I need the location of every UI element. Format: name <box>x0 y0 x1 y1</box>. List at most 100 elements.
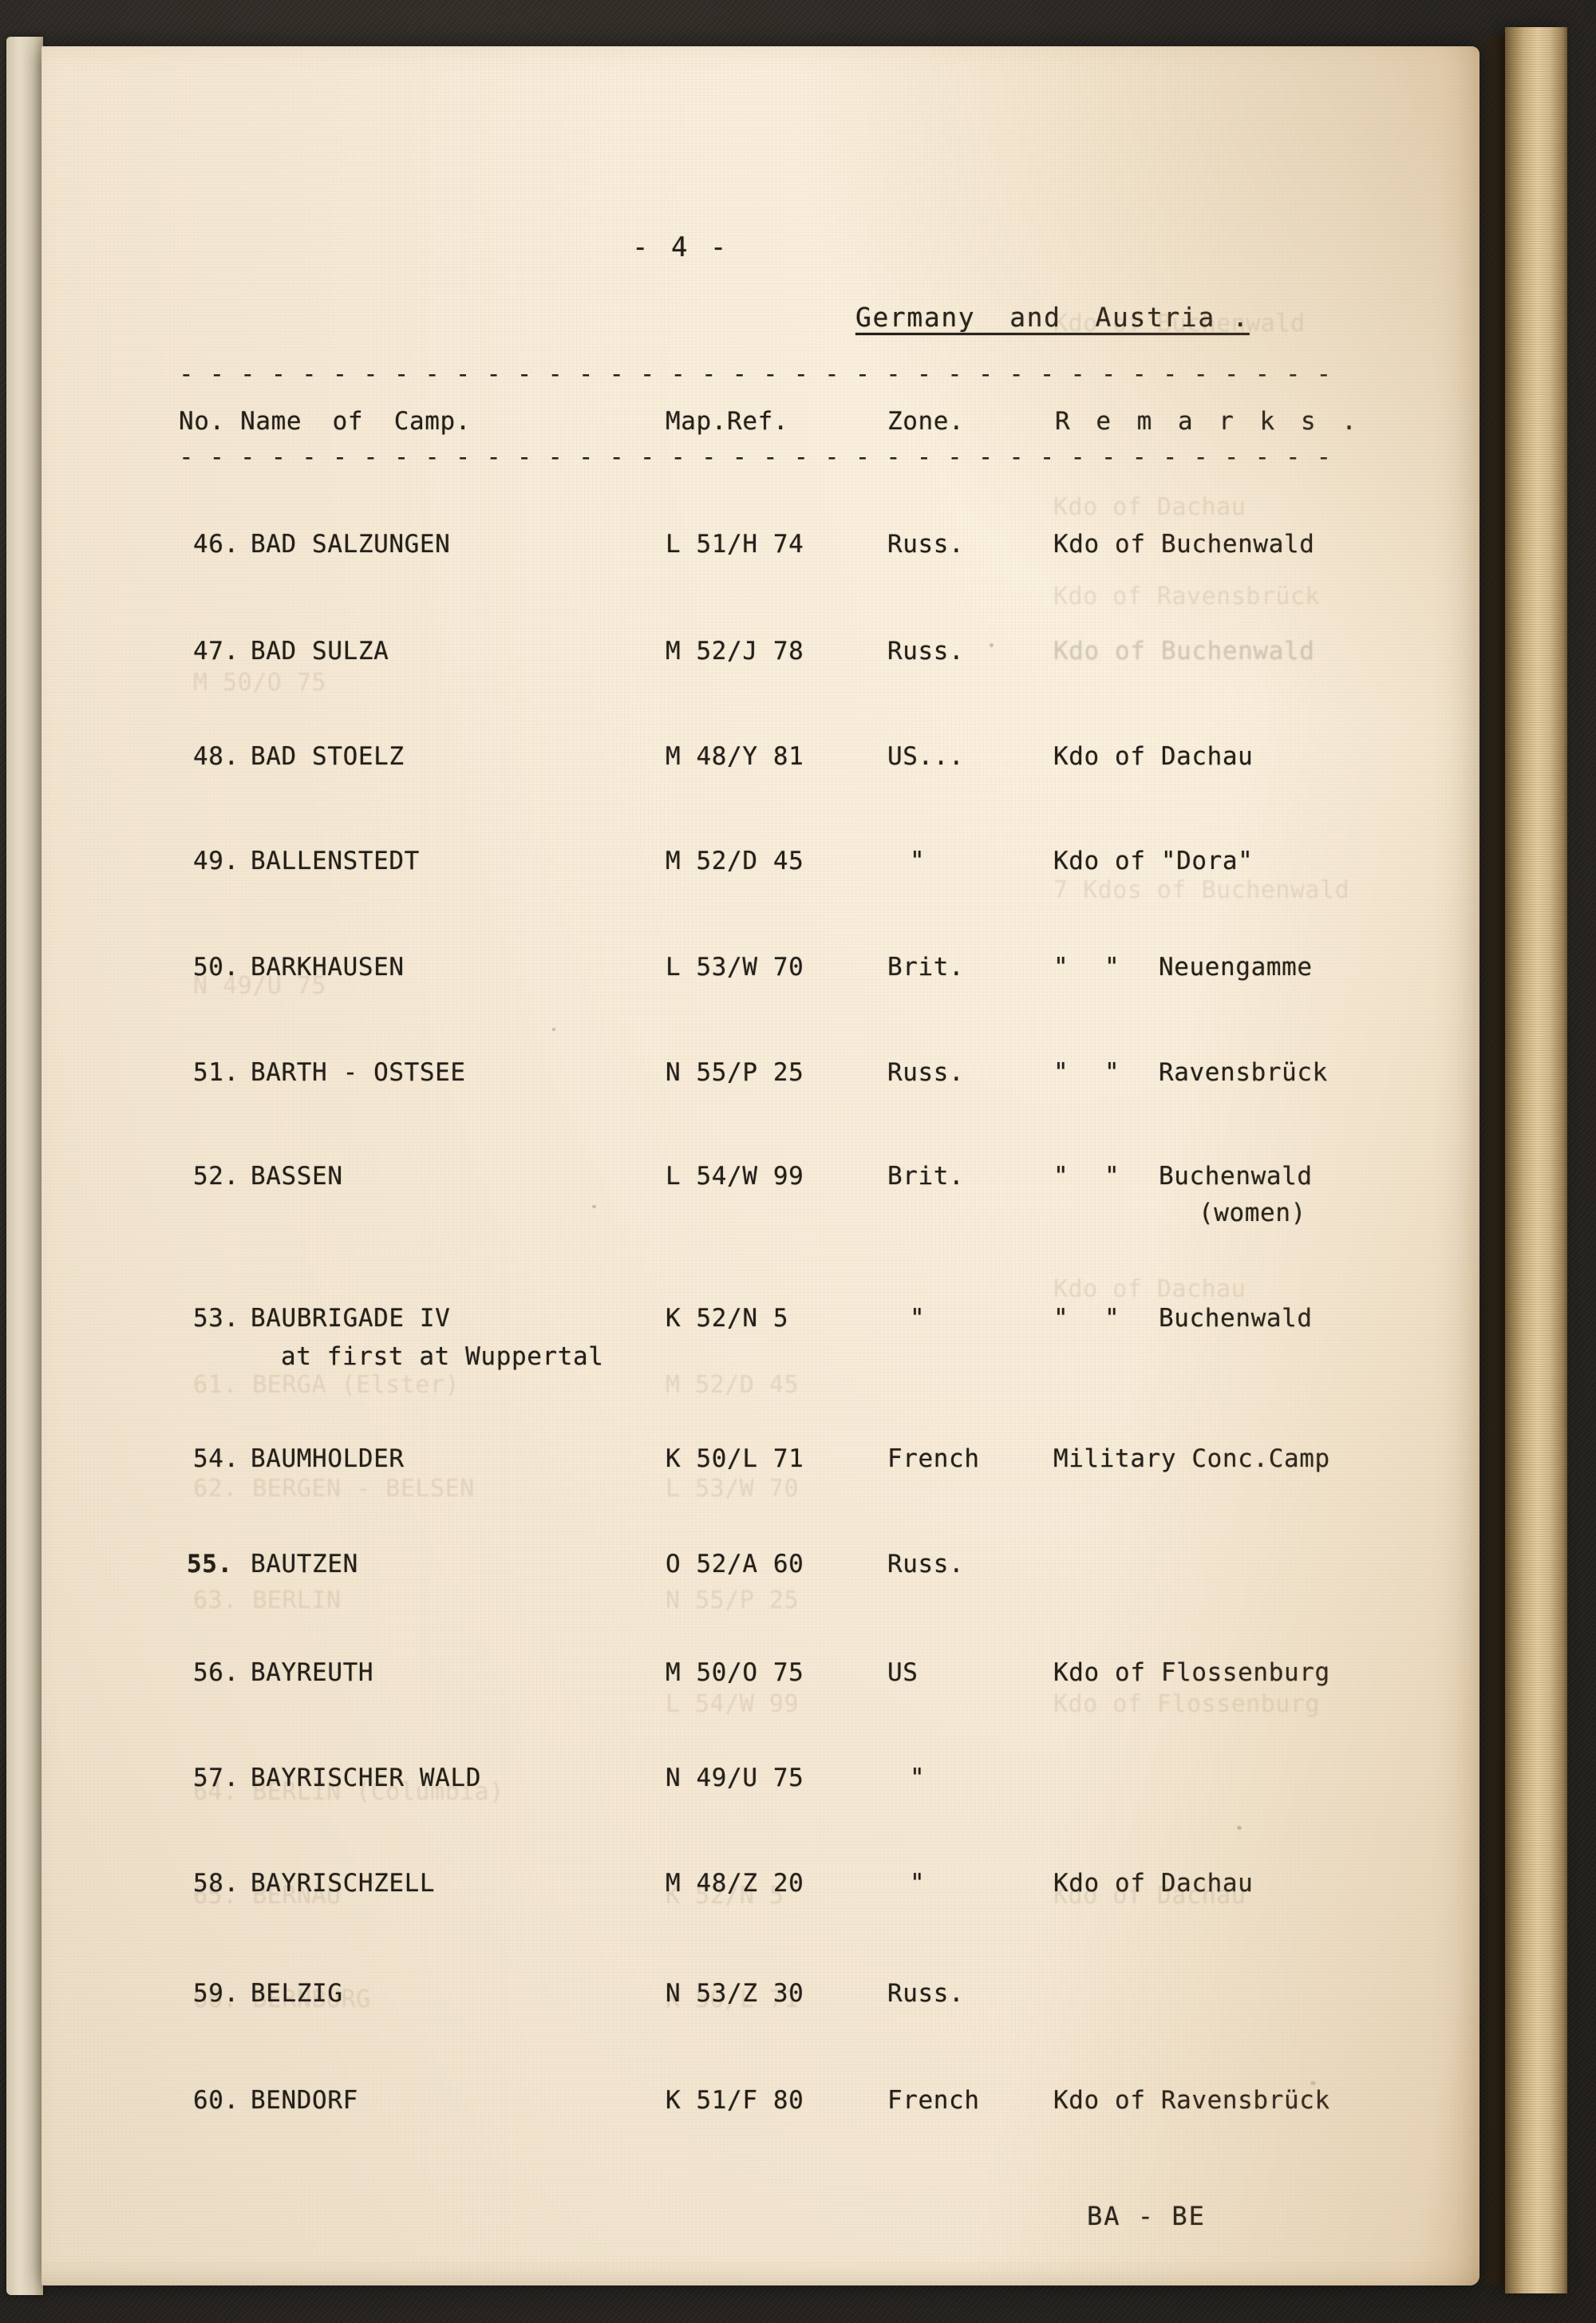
column-header-no-name: No. Name of Camp. <box>179 407 472 436</box>
map-ref: L 53/W 70 <box>666 953 804 982</box>
row-number: 50. <box>193 953 239 982</box>
map-ref: M 48/Y 81 <box>666 742 804 771</box>
ditto-mark: " <box>1053 1162 1069 1191</box>
row-number: 51. <box>193 1058 239 1087</box>
section-title: Germany and Austria . <box>855 302 1250 333</box>
footer-alpha-marker: BA - BE <box>1087 2201 1206 2231</box>
zone: " <box>910 847 926 875</box>
column-header-map-ref: Map.Ref. <box>666 407 789 436</box>
paper-speck <box>552 1028 555 1031</box>
remarks: Kdo of Buchenwald <box>1053 530 1315 559</box>
camp-name: BAYRISCHER WALD <box>251 1764 481 1792</box>
zone: French <box>887 2086 980 2115</box>
camp-name: BAUTZEN <box>251 1550 358 1578</box>
map-ref: L 54/W 99 <box>666 1162 804 1191</box>
map-ref: K 52/N 5 <box>666 1304 789 1333</box>
zone: Russ. <box>887 530 965 559</box>
camp-name: BAYREUTH <box>251 1658 374 1687</box>
remarks: Neuengamme <box>1159 953 1313 982</box>
ghost-ref: N 55/P 25 <box>666 1586 800 1614</box>
map-ref: N 49/U 75 <box>666 1764 804 1792</box>
book-fore-edge <box>1505 27 1567 2293</box>
ghost-ref: M 50/O 75 <box>193 669 327 697</box>
map-ref: M 52/J 78 <box>666 637 804 666</box>
binding-shadow <box>1476 35 1508 2285</box>
page-number: - 4 - <box>632 231 730 263</box>
zone: Russ. <box>887 1058 965 1087</box>
ghost-ref: L 53/W 70 <box>666 1475 800 1503</box>
ghost-name: 61. BERGA (Elster) <box>193 1371 460 1399</box>
map-ref: N 53/Z 30 <box>666 1979 804 2008</box>
camp-name: BELZIG <box>251 1979 343 2008</box>
camp-name: BAYRISCHZELL <box>251 1869 436 1898</box>
camp-name: BAUBRIGADE IV <box>251 1304 451 1333</box>
map-ref: N 55/P 25 <box>666 1058 804 1087</box>
document-leaf: Kdo of Buchenwald Kdo of Dachau Kdo of R… <box>41 46 1479 2285</box>
remarks: Kdo of Dachau <box>1053 742 1254 771</box>
map-ref: L 51/H 74 <box>666 530 804 559</box>
row-number: 58. <box>193 1869 239 1898</box>
paper-speck <box>1310 2081 1316 2085</box>
zone: Russ. <box>887 1979 965 2008</box>
remarks: Military Conc.Camp <box>1053 1444 1330 1473</box>
paper-speck <box>990 643 994 647</box>
zone: US... <box>887 742 965 771</box>
zone: Brit. <box>887 1162 965 1191</box>
camp-name-subline: at first at Wuppertal <box>281 1342 604 1371</box>
camp-name: BAD SULZA <box>251 637 389 666</box>
row-number: 55. <box>187 1550 233 1578</box>
row-number: 53. <box>193 1304 239 1333</box>
camp-name: BAUMHOLDER <box>251 1444 405 1473</box>
map-ref: M 50/O 75 <box>666 1658 804 1687</box>
remarks: Buchenwald <box>1159 1304 1313 1333</box>
row-number: 47. <box>193 637 239 666</box>
row-number: 54. <box>193 1444 239 1473</box>
ghost-line: Kdo of Dachau <box>1053 493 1246 521</box>
zone: " <box>910 1764 926 1792</box>
zone: " <box>910 1304 926 1333</box>
row-number: 46. <box>193 530 239 559</box>
row-number: 56. <box>193 1658 239 1687</box>
ditto-mark-2: " <box>1104 1162 1120 1191</box>
ghost-line: Kdo of Flossenburg <box>1053 1690 1321 1718</box>
camp-name: BAD SALZUNGEN <box>251 530 451 559</box>
ditto-mark-2: " <box>1104 1304 1120 1333</box>
ghost-line: 7 Kdos of Buchenwald <box>1053 876 1350 904</box>
zone: French <box>887 1444 980 1473</box>
zone: Brit. <box>887 953 965 982</box>
camp-name: BAD STOELZ <box>251 742 405 771</box>
remarks: Buchenwald <box>1159 1162 1313 1191</box>
ghost-ref: L 54/W 99 <box>666 1690 800 1718</box>
remarks: Kdo of "Dora" <box>1053 847 1254 875</box>
camp-name: BARKHAUSEN <box>251 953 405 982</box>
row-number: 60. <box>193 2086 239 2115</box>
ditto-mark-2: " <box>1104 953 1120 982</box>
camp-name: BASSEN <box>251 1162 343 1191</box>
map-ref: M 52/D 45 <box>666 847 804 875</box>
zone: " <box>910 1869 926 1898</box>
row-number: 48. <box>193 742 239 771</box>
page-content: Kdo of Buchenwald Kdo of Dachau Kdo of R… <box>41 46 1479 2285</box>
ghost-line: Kdo of Ravensbrück <box>1053 583 1321 610</box>
map-ref: M 48/Z 20 <box>666 1869 804 1898</box>
ghost-ref: M 52/D 45 <box>666 1371 800 1399</box>
column-header-remarks: R e m a r k s . <box>1055 407 1362 436</box>
ditto-mark-2: " <box>1104 1058 1120 1087</box>
remarks: Kdo of Ravensbrück <box>1053 2086 1330 2115</box>
remarks-subnote: (women) <box>1199 1199 1306 1227</box>
zone: US <box>887 1658 918 1687</box>
map-ref: K 50/L 71 <box>666 1444 804 1473</box>
zone: Russ. <box>887 637 965 666</box>
camp-name: BALLENSTEDT <box>251 847 420 875</box>
under-sheet-edge <box>6 37 43 2295</box>
ghost-line: Kdo of Dachau <box>1053 1275 1246 1303</box>
map-ref: O 52/A 60 <box>666 1550 804 1578</box>
ditto-mark: " <box>1053 1058 1069 1087</box>
table-rule-top: - - - - - - - - - - - - - - - - - - - - … <box>179 372 1349 380</box>
ditto-mark: " <box>1053 953 1069 982</box>
remarks: Kdo of Buchenwald <box>1053 637 1315 666</box>
camp-name: BENDORF <box>251 2086 358 2115</box>
remarks: Kdo of Dachau <box>1053 1869 1254 1898</box>
row-number: 49. <box>193 847 239 875</box>
